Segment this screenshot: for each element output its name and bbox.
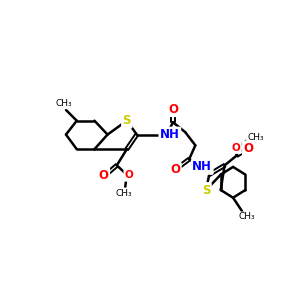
Text: NH: NH <box>160 128 180 141</box>
Text: O: O <box>170 164 180 176</box>
Text: O: O <box>168 103 178 116</box>
Text: CH₃: CH₃ <box>55 99 72 108</box>
Text: S: S <box>123 114 131 127</box>
Text: O: O <box>244 142 254 155</box>
Text: O: O <box>99 169 109 182</box>
Text: CH₃: CH₃ <box>238 212 255 221</box>
Text: CH₃: CH₃ <box>247 133 264 142</box>
Text: CH₃: CH₃ <box>116 189 132 198</box>
Text: S: S <box>202 184 210 196</box>
Text: NH: NH <box>192 160 212 173</box>
Text: O: O <box>232 143 241 153</box>
Text: O: O <box>125 170 134 180</box>
